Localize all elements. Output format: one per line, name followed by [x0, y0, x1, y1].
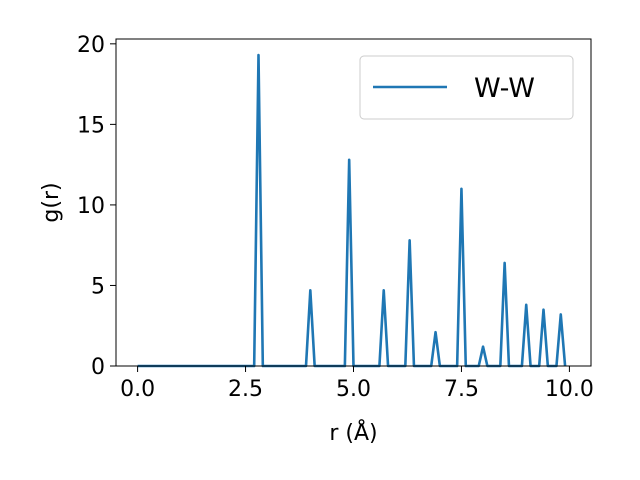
y-tick-label: 15: [77, 113, 105, 138]
x-tick-label: 5.0: [336, 377, 371, 402]
x-tick-label: 10.0: [545, 377, 594, 402]
x-tick-label: 7.5: [444, 377, 479, 402]
y-tick-label: 10: [77, 194, 105, 219]
x-axis-ticks: 0.0 2.5 5.0 7.5 10.0: [120, 366, 594, 402]
legend-box: [359, 55, 574, 120]
y-axis-ticks: 0 5 10 15 20: [77, 33, 116, 380]
x-axis-title: r (Å): [329, 419, 377, 446]
y-axis-title: g(r): [39, 182, 64, 222]
y-tick-label: 0: [91, 355, 105, 380]
legend: W-W: [359, 55, 574, 120]
x-tick-label: 2.5: [228, 377, 263, 402]
y-tick-label: 20: [77, 33, 105, 58]
x-tick-label: 0.0: [120, 377, 155, 402]
y-tick-label: 5: [91, 274, 105, 299]
legend-label-w-w: W-W: [474, 73, 535, 104]
